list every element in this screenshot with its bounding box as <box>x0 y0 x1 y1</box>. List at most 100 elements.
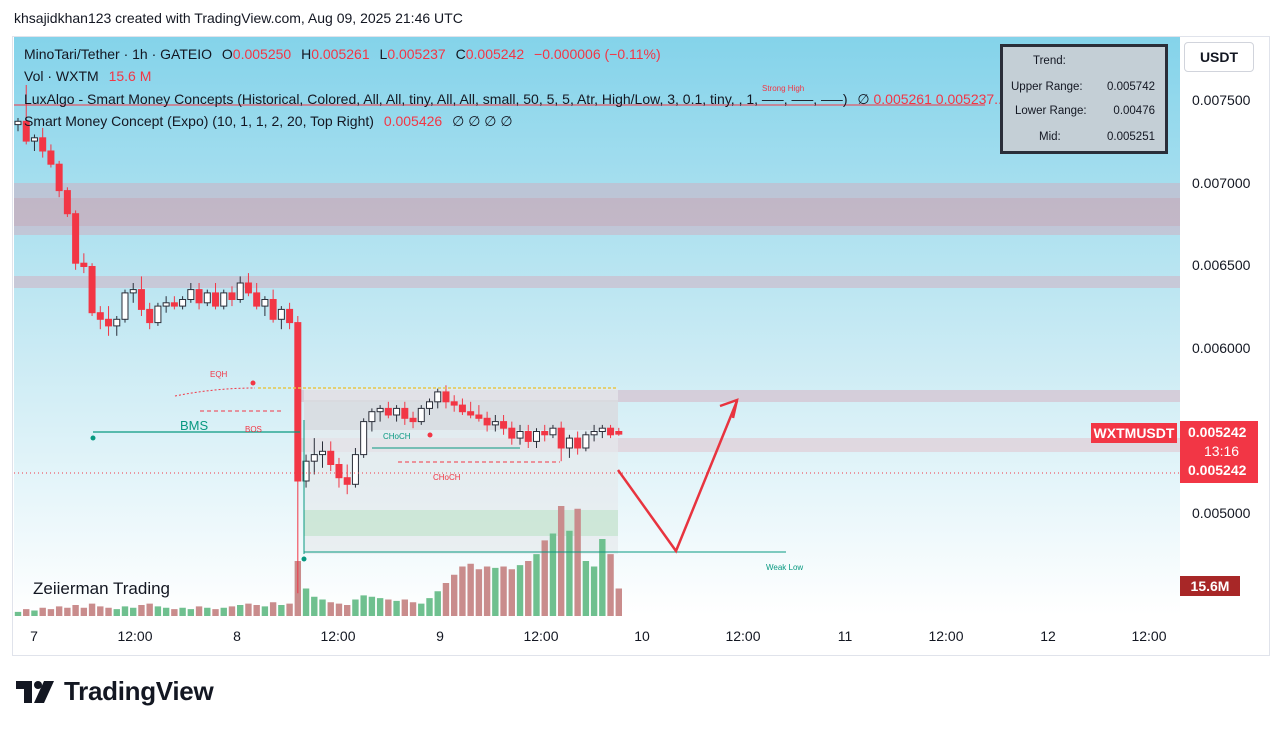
candle-body <box>475 414 483 419</box>
bar-countdown: 13:16 <box>1204 443 1240 459</box>
candle-body <box>508 427 516 439</box>
candle-body <box>491 421 499 426</box>
x-tick-label: 12:00 <box>1131 628 1166 644</box>
candle-body <box>384 407 392 416</box>
volume-bar <box>541 540 548 616</box>
legend-close-label: C <box>455 46 466 62</box>
volume-bar <box>204 607 211 616</box>
currency-button[interactable]: USDT <box>1184 42 1254 72</box>
volume-bar <box>179 607 186 616</box>
candle-body <box>302 460 310 482</box>
candle-body <box>14 120 22 126</box>
candle-body <box>310 454 318 462</box>
candle-body <box>220 292 228 307</box>
x-tick-label: 12:00 <box>725 628 760 644</box>
candle-body <box>22 120 30 142</box>
indicator2-nulls: ∅ ∅ ∅ ∅ <box>452 113 513 129</box>
volume-bar <box>467 563 474 616</box>
trend-upper-value: 0.005742 <box>1107 81 1155 93</box>
legend-indicator-luxalgo: LuxAlgo - Smart Money Concepts (Historic… <box>24 91 1006 108</box>
y-tick-label: 0.005000 <box>1192 505 1251 521</box>
volume-bar <box>533 554 540 616</box>
supply-zone-upper <box>14 183 1180 235</box>
candle-body <box>483 417 491 426</box>
candle-body <box>47 150 55 165</box>
volume-bar <box>516 565 524 616</box>
volume-bar <box>220 607 227 616</box>
choch-top-label: CHoCH <box>383 432 411 441</box>
candle-body <box>319 450 327 456</box>
volume-bar <box>146 603 153 616</box>
x-tick-label: 12:00 <box>320 628 355 644</box>
candle-body <box>615 431 623 435</box>
volume-bar <box>442 583 450 616</box>
candle-body <box>598 427 606 433</box>
tradingview-brand[interactable]: TradingView <box>16 676 214 707</box>
volume-bar <box>360 595 367 616</box>
volume-bar <box>311 596 318 616</box>
volume-bar <box>549 533 557 616</box>
volume-bar <box>401 599 409 616</box>
candle-body <box>549 427 557 436</box>
attribution: khsajidkhan123 created with TradingView.… <box>14 10 463 26</box>
candle-body <box>442 391 450 403</box>
volume-bar <box>80 607 88 616</box>
last-price-value: 0.005242 <box>1188 424 1247 440</box>
volume-tag: 15.6M <box>1180 576 1240 596</box>
candle-body <box>88 266 96 314</box>
volume-bar <box>97 606 104 616</box>
y-tick-label: 0.007000 <box>1192 175 1251 191</box>
volume-bar <box>409 602 417 616</box>
candle-body <box>541 431 549 436</box>
candle-body <box>607 427 615 436</box>
strong-high-label: Strong High <box>762 84 804 93</box>
volume-bar <box>237 605 244 616</box>
projection-arrow-head <box>719 398 739 419</box>
candle-body <box>590 431 598 436</box>
legend-open: 0.005250 <box>232 46 292 62</box>
legend-change: −0.000006 (−0.11%) <box>534 46 661 62</box>
candle-body <box>96 312 104 320</box>
indicator1-null: ∅ <box>857 91 870 107</box>
volume-bar <box>228 606 236 616</box>
x-tick-label: 12 <box>1040 628 1056 644</box>
candle-body <box>154 305 162 324</box>
volume-bar <box>138 605 145 616</box>
volume-bar <box>352 599 359 616</box>
volume-bar <box>582 561 590 616</box>
volume-bar <box>368 596 376 616</box>
range-box-premium <box>304 400 618 430</box>
volume-bar <box>195 606 203 616</box>
candle-body <box>574 437 582 449</box>
volume-bar <box>459 566 466 616</box>
volume-bar <box>525 561 532 616</box>
candle-body <box>55 163 63 192</box>
candle-body <box>236 282 244 300</box>
candle-body <box>146 308 154 324</box>
bos-label: BOS <box>245 425 262 434</box>
indicator2-value: 0.005426 <box>383 113 443 129</box>
candle-body <box>376 407 384 413</box>
volume-bar <box>47 609 55 616</box>
candle-body <box>80 262 88 268</box>
candle-body <box>179 299 187 307</box>
candle-body <box>137 289 145 310</box>
candle-body <box>335 464 343 479</box>
indicator2-label: Smart Money Concept (Expo) (10, 1, 1, 2,… <box>24 113 374 129</box>
volume-bar <box>171 609 178 616</box>
candle-body <box>582 434 590 449</box>
legend-volume-line: Vol · WXTM 15.6 M <box>24 68 151 84</box>
trend-lower-value: 0.00476 <box>1113 105 1155 117</box>
volume-bar <box>319 599 326 616</box>
legend-volume-value: 15.6 M <box>108 68 152 84</box>
volume-bar <box>385 599 392 616</box>
trend-title: Trend: <box>1033 55 1066 67</box>
volume-bar <box>475 569 483 616</box>
volume-bar <box>590 566 598 616</box>
candle-body <box>253 292 261 307</box>
candle-body <box>39 137 47 152</box>
brand-name: TradingView <box>64 676 214 706</box>
volume-bar <box>434 591 441 616</box>
volume-bar <box>492 567 499 616</box>
